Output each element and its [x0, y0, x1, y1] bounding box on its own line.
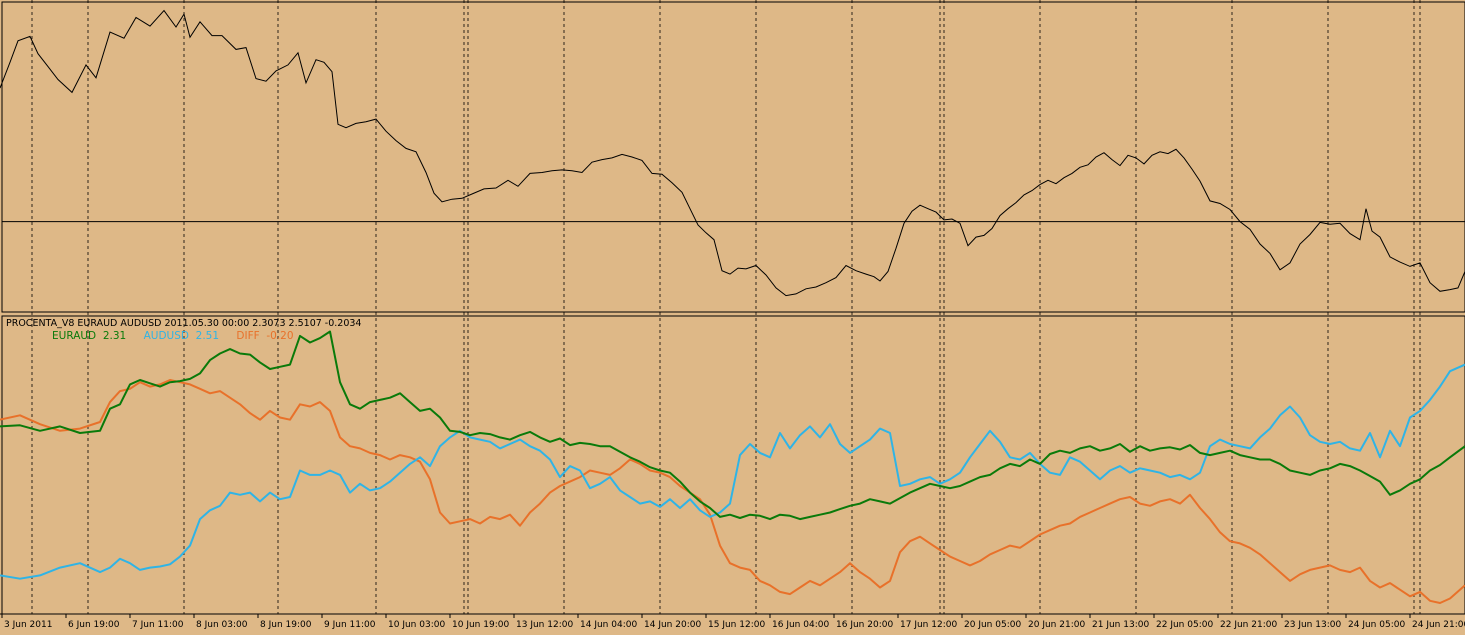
- x-tick-label: 23 Jun 13:00: [1284, 620, 1341, 630]
- euraud-series-line: [0, 330, 1465, 521]
- x-tick-label: 20 Jun 05:00: [964, 620, 1021, 630]
- audusd-legend-label: AUDUSD: [143, 330, 189, 342]
- x-tick-label: 7 Jun 11:00: [132, 620, 184, 630]
- x-tick-label: 14 Jun 20:00: [644, 620, 701, 630]
- x-tick-label: 16 Jun 20:00: [836, 620, 893, 630]
- x-tick-label: 3 Jun 2011: [4, 620, 52, 630]
- diff-legend-value: -0.20: [266, 330, 294, 342]
- x-tick-label: 8 Jun 03:00: [196, 620, 248, 630]
- audusd-legend-value: 2.51: [195, 330, 220, 342]
- x-tick-label: 16 Jun 04:00: [772, 620, 829, 630]
- indicator-legend: PROCENTA_V8 EURAUD AUDUSD 2011.05.30 00:…: [6, 318, 361, 343]
- price-series-line: [0, 9, 1465, 297]
- x-tick-label: 24 Jun 21:00: [1412, 620, 1465, 630]
- x-axis: 3 Jun 2011 6 Jun 19:00 7 Jun 11:00 8 Jun 03…: [0, 613, 1465, 630]
- x-tick-label: 15 Jun 12:00: [708, 620, 765, 630]
- main-price-pane: [0, 1, 1465, 313]
- indicator-pane: [0, 315, 1465, 615]
- indicator-values-row: EURAUD 2.31 AUDUSD 2.51 DIFF -0.20: [6, 329, 361, 343]
- audusd-series-line: [0, 363, 1465, 580]
- euraud-legend-value: 2.31: [102, 330, 127, 342]
- x-tick-label: 8 Jun 19:00: [260, 620, 312, 630]
- x-tick-label: 20 Jun 21:00: [1028, 620, 1085, 630]
- vertical-grid: [31, 0, 1421, 614]
- main-pane-frame: [1, 1, 1465, 313]
- x-tick-label: 10 Jun 19:00: [452, 620, 509, 630]
- x-tick-label: 6 Jun 19:00: [68, 620, 120, 630]
- indicator-header: PROCENTA_V8 EURAUD AUDUSD 2011.05.30 00:…: [6, 318, 362, 329]
- x-tick-label: 14 Jun 04:00: [580, 620, 637, 630]
- x-tick-label: 24 Jun 05:00: [1348, 620, 1405, 630]
- x-tick-label: 9 Jun 11:00: [324, 620, 376, 630]
- x-tick-label: 21 Jun 13:00: [1092, 620, 1149, 630]
- x-tick-label: 17 Jun 12:00: [900, 620, 957, 630]
- diff-series-line: [0, 379, 1465, 604]
- x-tick-label: 13 Jun 12:00: [516, 620, 573, 630]
- x-tick-label: 22 Jun 21:00: [1220, 620, 1277, 630]
- x-tick-label: 22 Jun 05:00: [1156, 620, 1213, 630]
- diff-legend-label: DIFF: [236, 330, 260, 342]
- x-tick-label: 10 Jun 03:00: [388, 620, 445, 630]
- euraud-legend-label: EURAUD: [52, 330, 97, 342]
